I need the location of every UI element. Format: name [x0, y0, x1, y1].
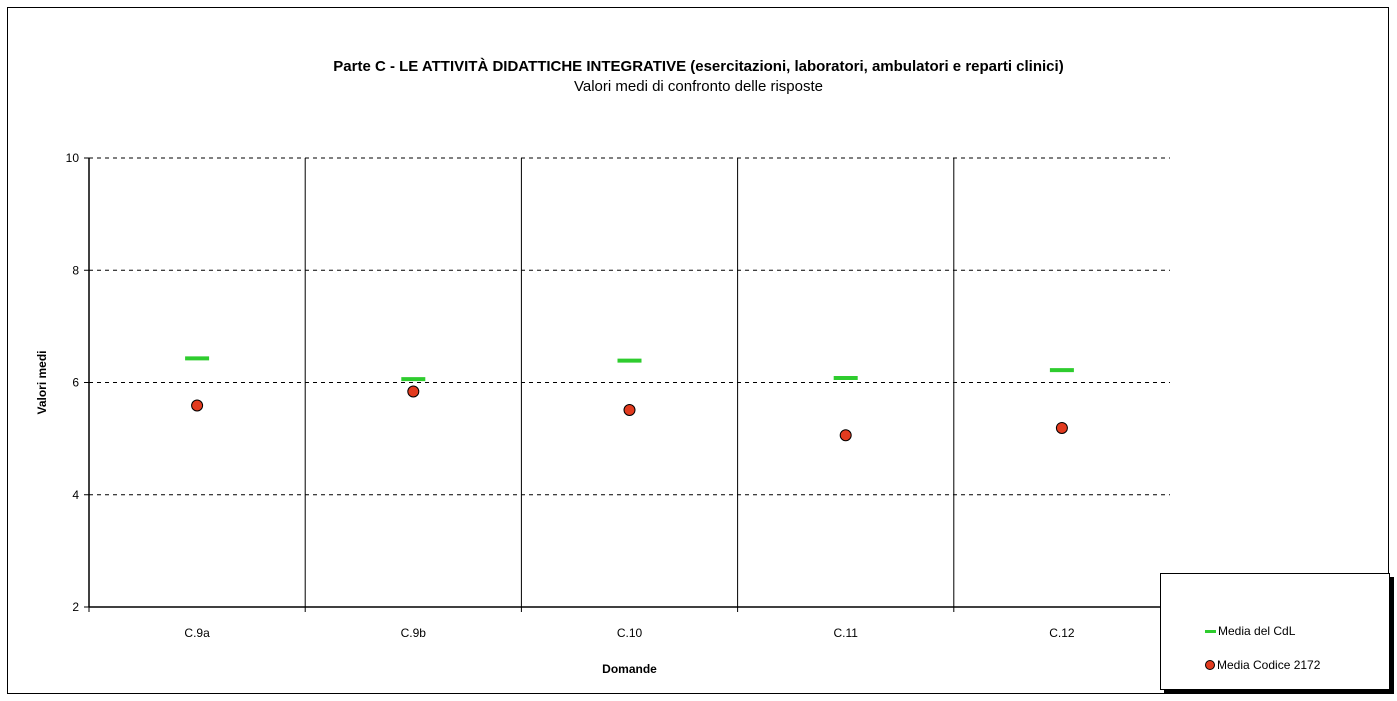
x-tick-label: C.9b — [401, 626, 427, 640]
y-axis-title: Valori medi — [35, 350, 49, 414]
y-tick-label: 2 — [72, 600, 79, 614]
marker-media-codice — [407, 385, 420, 398]
legend-swatch-codice — [1205, 660, 1215, 670]
x-tick-label: C.10 — [617, 626, 643, 640]
legend: Media del CdL Media Codice 2172 — [1160, 573, 1390, 690]
x-axis-title: Domande — [602, 662, 657, 676]
legend-label-codice: Media Codice 2172 — [1217, 658, 1321, 672]
y-tick-label: 10 — [66, 151, 80, 165]
legend-item-cdl: Media del CdL — [1205, 624, 1295, 638]
legend-item-codice: Media Codice 2172 — [1205, 658, 1320, 672]
y-tick-label: 6 — [72, 376, 79, 390]
x-tick-label: C.9a — [184, 626, 210, 640]
marker-media-codice — [1055, 421, 1068, 434]
marker-media-codice — [839, 429, 852, 442]
chart-frame — [7, 7, 1389, 694]
marker-media-codice — [623, 404, 636, 417]
x-tick-label: C.11 — [833, 626, 858, 640]
chart-title: Parte C - LE ATTIVITÀ DIDATTICHE INTEGRA… — [333, 58, 1064, 75]
legend-label-cdl: Media del CdL — [1218, 624, 1296, 638]
legend-swatch-cdl — [1205, 629, 1216, 633]
chart-subtitle: Valori medi di confronto delle risposte — [573, 78, 824, 95]
x-tick-label: C.12 — [1049, 626, 1075, 640]
marker-media-codice — [191, 399, 204, 412]
y-tick-label: 4 — [72, 488, 79, 502]
y-tick-label: 8 — [72, 263, 79, 277]
